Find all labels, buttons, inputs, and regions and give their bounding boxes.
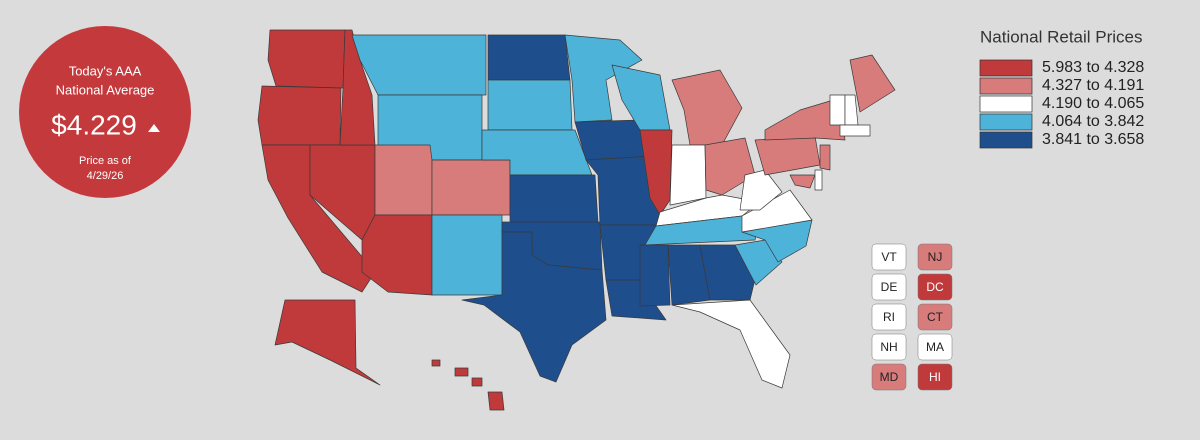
badge-note: Price as of	[79, 155, 132, 167]
state-box-label: DE	[881, 280, 898, 294]
state	[789, 174, 816, 189]
state-box	[917, 303, 953, 331]
state	[814, 169, 823, 191]
state-box	[871, 333, 907, 361]
state-box-label: HI	[929, 370, 941, 384]
state	[819, 144, 831, 171]
legend-swatch	[979, 131, 1033, 149]
state-box-label: VT	[881, 250, 897, 264]
state	[461, 231, 607, 383]
legend-label: 4.064 to 3.842	[1042, 113, 1144, 130]
state	[639, 244, 671, 307]
legend-swatch	[979, 77, 1033, 95]
state-box-label: NJ	[928, 250, 943, 264]
state-box-label: DC	[926, 280, 944, 294]
badge-line: Today's AAA	[69, 63, 142, 78]
state	[639, 129, 673, 216]
state-box	[917, 333, 953, 361]
up-arrow	[148, 124, 160, 132]
state-box	[871, 303, 907, 331]
us-map	[257, 29, 896, 411]
legend: National Retail Prices 5.983 to 4.3284.3…	[979, 27, 1144, 149]
small-states: VT NJ DE DC RI CT NH MA MD HI	[871, 243, 953, 391]
state	[849, 54, 896, 113]
state	[754, 135, 821, 176]
state	[764, 97, 846, 141]
state	[669, 144, 707, 206]
state	[671, 299, 791, 389]
legend-swatch	[979, 59, 1033, 77]
state	[844, 94, 859, 126]
state	[361, 214, 433, 296]
legend-label: 3.841 to 3.658	[1042, 131, 1144, 148]
state	[431, 214, 503, 296]
state	[374, 144, 433, 216]
state	[487, 34, 571, 81]
state	[431, 159, 511, 216]
state-box	[871, 243, 907, 271]
state	[839, 124, 871, 137]
state	[454, 367, 469, 377]
state	[431, 359, 441, 367]
state	[471, 377, 483, 387]
state	[739, 169, 783, 211]
state	[351, 34, 487, 96]
state	[509, 174, 599, 223]
state-box-label: MA	[926, 340, 944, 354]
state-box	[917, 363, 953, 391]
state	[704, 137, 756, 196]
state-box	[917, 243, 953, 271]
state-box	[871, 363, 907, 391]
state	[829, 94, 846, 126]
legend-swatch	[979, 113, 1033, 131]
legend-label: 5.983 to 4.328	[1042, 59, 1144, 76]
state	[734, 239, 783, 286]
legend-title: National Retail Prices	[980, 27, 1143, 46]
state-box	[871, 273, 907, 301]
state-box-label: RI	[883, 310, 895, 324]
state-box-label: MD	[880, 370, 899, 384]
state	[257, 85, 342, 146]
price-badge: Today's AAA National Average $4.229 Pric…	[19, 26, 191, 198]
state-box-label: CT	[927, 310, 944, 324]
state	[487, 79, 573, 131]
state	[671, 69, 743, 146]
legend-label: 4.190 to 4.065	[1042, 95, 1144, 112]
legend-label: 4.327 to 4.191	[1042, 77, 1144, 94]
badge-circle	[19, 26, 191, 198]
badge-line: National Average	[56, 82, 155, 97]
state-box-label: NH	[880, 340, 897, 354]
state	[267, 29, 346, 89]
state	[564, 34, 643, 123]
state	[274, 299, 381, 386]
state-box	[917, 273, 953, 301]
legend-swatch	[979, 95, 1033, 113]
state	[487, 391, 505, 411]
badge-price: $4.229	[51, 109, 137, 140]
badge-note: 4/29/26	[87, 170, 124, 182]
